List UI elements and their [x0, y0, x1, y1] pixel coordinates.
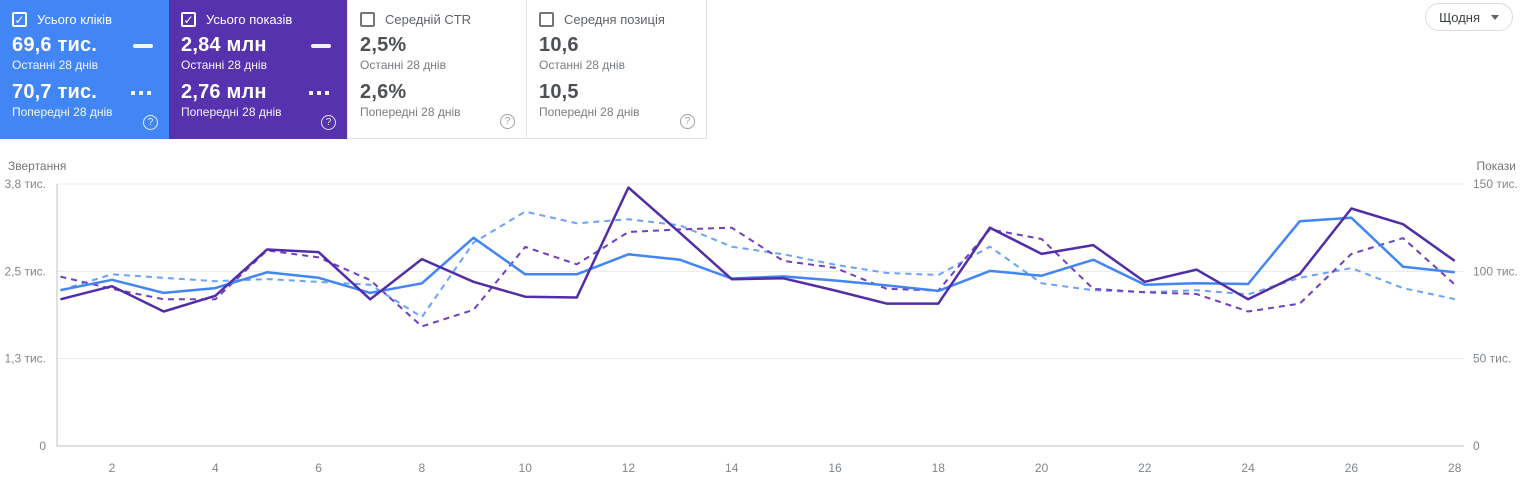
- checkbox-unchecked-icon[interactable]: [360, 12, 375, 27]
- left-axis-tick: 0: [39, 439, 46, 453]
- x-axis-tick: 12: [622, 461, 636, 475]
- current-caption: Останні 28 днів: [360, 58, 446, 72]
- current-value-row: 2,84 млн: [181, 34, 335, 57]
- check-icon: ✓: [183, 12, 194, 27]
- metric-card-total-impressions[interactable]: ✓ Усього показів 2,84 млн Останні 28 дні…: [169, 0, 347, 139]
- current-value-row: 10,6: [539, 34, 694, 57]
- metric-label: Усього показів: [206, 12, 293, 27]
- solid-line-legend-icon: [133, 43, 153, 48]
- help-icon[interactable]: ?: [321, 115, 336, 130]
- question-mark-glyph: ?: [684, 116, 691, 127]
- current-value-row: 2,5%: [360, 34, 514, 57]
- metric-card-total-clicks[interactable]: ✓ Усього кліків 69,6 тис. Останні 28 дні…: [0, 0, 169, 139]
- current-value: 2,84 млн: [181, 34, 267, 56]
- previous-value-row: 2,76 млн: [181, 81, 335, 104]
- metric-label: Середня позиція: [564, 12, 665, 27]
- clicks-current-line: [60, 216, 1455, 295]
- metric-card-average-position[interactable]: Середня позиція 10,6 Останні 28 днів 10,…: [527, 0, 707, 139]
- metric-cards-row: ✓ Усього кліків 69,6 тис. Останні 28 дні…: [0, 0, 707, 139]
- left-axis-tick: 2,5 тис.: [4, 264, 46, 278]
- right-axis-tick: 50 тис.: [1473, 352, 1511, 366]
- dashed-line-legend-icon: [131, 90, 155, 95]
- left-axis-tick: 1,3 тис.: [4, 352, 46, 366]
- x-axis-tick: 8: [419, 461, 426, 475]
- question-mark-glyph: ?: [504, 116, 511, 127]
- current-caption: Останні 28 днів: [539, 58, 625, 72]
- x-axis-tick: 14: [725, 461, 739, 475]
- checkbox-checked-icon[interactable]: ✓: [181, 12, 196, 27]
- x-axis-tick: 22: [1138, 461, 1152, 475]
- x-axis-tick: 28: [1448, 461, 1462, 475]
- previous-value: 2,6%: [360, 81, 407, 103]
- x-axis-tick: 10: [519, 461, 533, 475]
- performance-chart-svg[interactable]: 0 0 1,3 тис. 50 тис. 2,5 тис. 100 тис. 3,8 тис…: [0, 151, 1521, 481]
- previous-value: 10,5: [539, 81, 579, 103]
- checkbox-checked-icon[interactable]: ✓: [12, 12, 27, 27]
- metric-card-average-ctr[interactable]: Середній CTR 2,5% Останні 28 днів 2,6% П…: [347, 0, 527, 139]
- card-header: Середня позиція: [539, 12, 694, 27]
- help-icon[interactable]: ?: [143, 115, 158, 130]
- metric-label: Середній CTR: [385, 12, 472, 27]
- impressions-previous-line: [60, 226, 1456, 328]
- current-value: 69,6 тис.: [12, 34, 98, 56]
- right-axis-title: Покази: [1476, 159, 1516, 173]
- previous-caption: Попередні 28 днів: [181, 105, 282, 119]
- impressions-current-line: [60, 186, 1456, 313]
- checkbox-unchecked-icon[interactable]: [539, 12, 554, 27]
- dashed-line-legend-icon: [309, 90, 333, 95]
- performance-chart[interactable]: 0 0 1,3 тис. 50 тис. 2,5 тис. 100 тис. 3,8 тис…: [0, 151, 1521, 481]
- left-axis-title: Звертання: [8, 159, 66, 173]
- current-value-row: 69,6 тис.: [12, 34, 157, 57]
- current-caption: Останні 28 днів: [12, 58, 98, 72]
- previous-value-row: 2,6%: [360, 81, 514, 104]
- help-icon[interactable]: ?: [680, 114, 695, 129]
- question-mark-glyph: ?: [325, 117, 332, 128]
- previous-caption: Попередні 28 днів: [12, 105, 113, 119]
- help-icon[interactable]: ?: [500, 114, 515, 129]
- clicks-previous-line: [60, 210, 1455, 319]
- x-axis-tick: 4: [212, 461, 219, 475]
- previous-value-row: 10,5: [539, 81, 694, 104]
- x-axis-tick: 24: [1241, 461, 1255, 475]
- current-value: 2,5%: [360, 34, 407, 56]
- x-axis-tick: 18: [932, 461, 946, 475]
- card-header: Середній CTR: [360, 12, 514, 27]
- card-header: ✓ Усього показів: [181, 12, 335, 27]
- right-axis-tick: 100 тис.: [1473, 264, 1518, 278]
- metric-label: Усього кліків: [37, 12, 112, 27]
- period-dropdown-label: Щодня: [1439, 9, 1480, 25]
- previous-caption: Попередні 28 днів: [360, 105, 461, 119]
- current-caption: Останні 28 днів: [181, 58, 267, 72]
- x-axis-tick: 20: [1035, 461, 1049, 475]
- previous-value: 70,7 тис.: [12, 81, 98, 103]
- x-axis-tick: 6: [315, 461, 322, 475]
- card-header: ✓ Усього кліків: [12, 12, 157, 27]
- previous-value: 2,76 млн: [181, 81, 267, 103]
- previous-value-row: 70,7 тис.: [12, 81, 157, 104]
- current-value: 10,6: [539, 34, 579, 56]
- question-mark-glyph: ?: [147, 117, 154, 128]
- x-axis-tick: 16: [828, 461, 842, 475]
- previous-caption: Попередні 28 днів: [539, 105, 640, 119]
- left-axis-tick: 3,8 тис.: [4, 177, 46, 191]
- period-dropdown-button[interactable]: Щодня: [1425, 3, 1513, 31]
- chevron-down-icon: [1491, 14, 1499, 20]
- solid-line-legend-icon: [311, 43, 331, 48]
- right-axis-tick: 150 тис.: [1473, 177, 1518, 191]
- check-icon: ✓: [14, 12, 25, 27]
- x-axis-tick: 26: [1345, 461, 1359, 475]
- right-axis-tick: 0: [1473, 439, 1480, 453]
- x-axis-tick: 2: [109, 461, 116, 475]
